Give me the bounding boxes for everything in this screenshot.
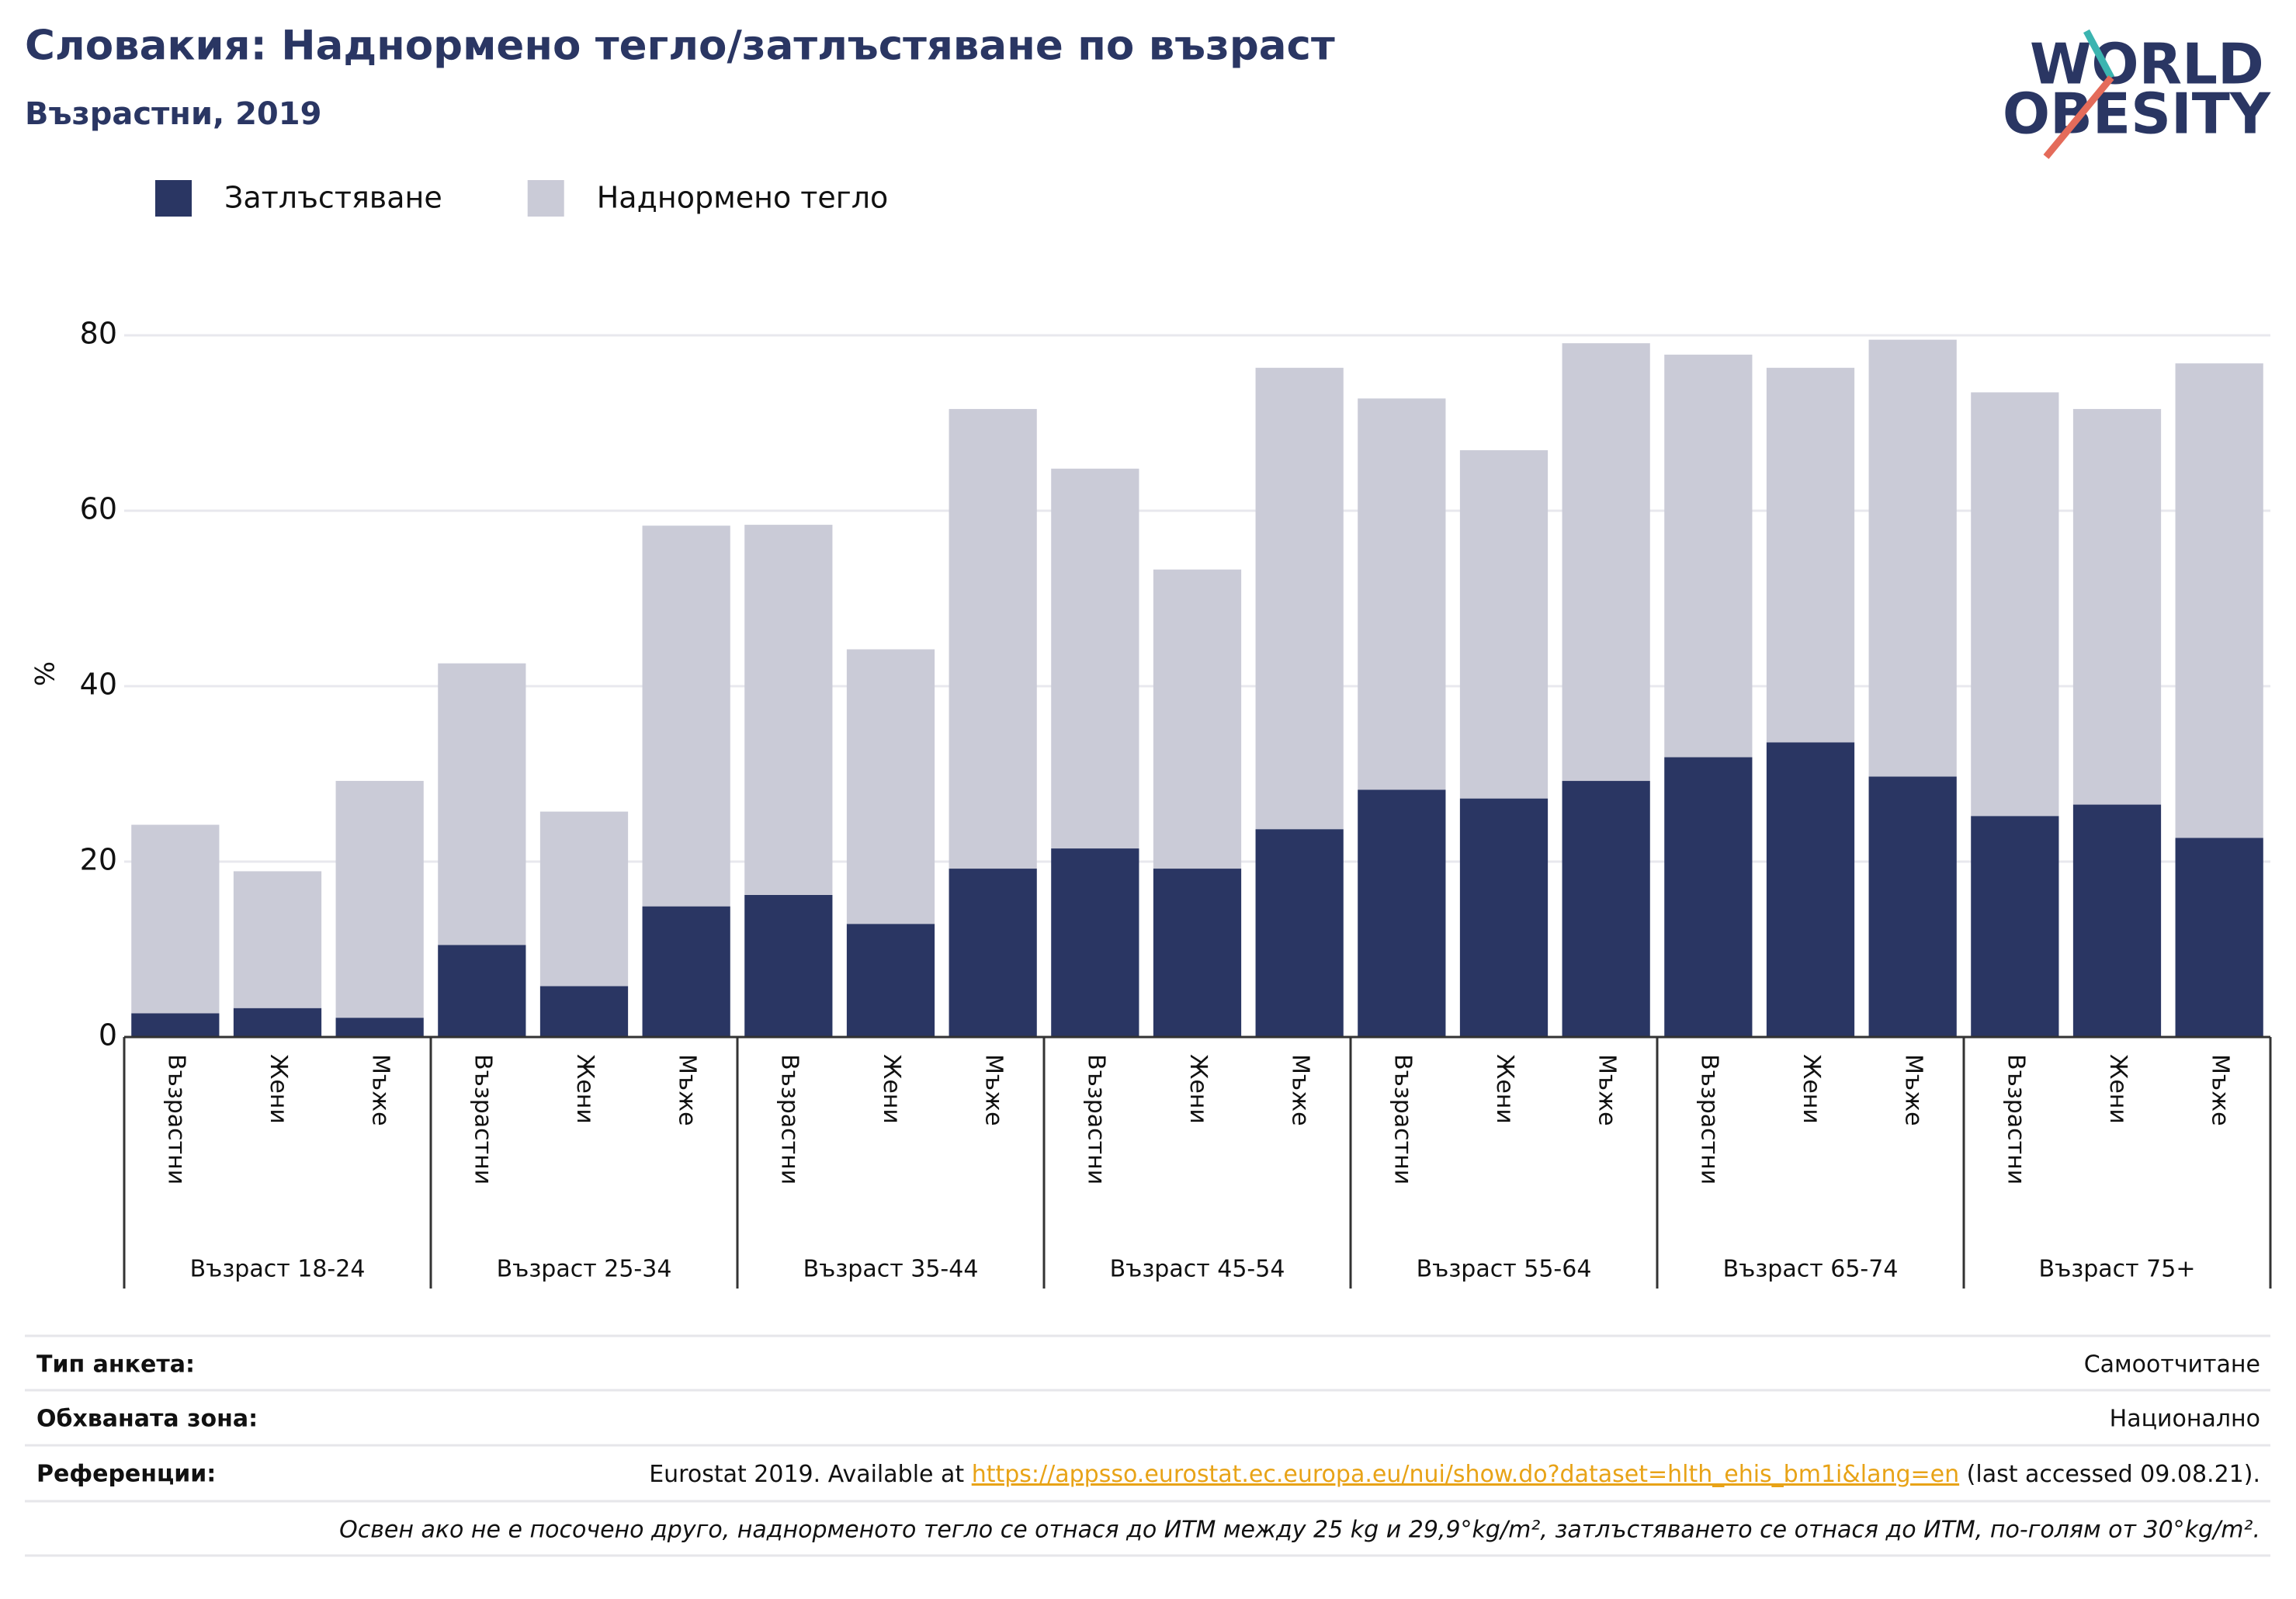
x-tick-label: Мъже <box>2207 1054 2234 1126</box>
x-tick-label: Мъже <box>1594 1054 1621 1126</box>
x-tick-label: Жени <box>1798 1054 1825 1124</box>
x-tick-label: Възрастни <box>1389 1054 1416 1185</box>
bar-segment <box>1153 569 1242 869</box>
chart-subtitle: Възрастни, 2019 <box>25 96 321 132</box>
x-tick-label: Мъже <box>980 1054 1008 1126</box>
bar-segment <box>1051 468 1139 849</box>
x-tick-label: Мъже <box>1287 1054 1314 1126</box>
y-axis-label: % <box>30 661 61 686</box>
x-tick-label: Мъже <box>674 1054 701 1126</box>
x-tick-label: Жени <box>265 1054 292 1124</box>
bar-segment <box>1562 781 1650 1037</box>
y-tick-label: 40 <box>80 668 117 702</box>
bar-segment <box>539 811 629 987</box>
footer-label: Обхваната зона: <box>36 1406 258 1433</box>
bar-segment <box>642 525 730 907</box>
bar-segment <box>2072 804 2162 1037</box>
bar-segment <box>131 1013 220 1037</box>
bar-segment <box>1664 354 1753 758</box>
legend-swatch <box>155 180 192 217</box>
x-tick-label: Мъже <box>1900 1054 1927 1126</box>
group-label: Възраст 75+ <box>2039 1256 2196 1283</box>
bar-segment <box>335 1018 424 1037</box>
bar-segment <box>1051 848 1139 1037</box>
x-tick-label: Жени <box>1491 1054 1518 1124</box>
group-label: Възраст 35-44 <box>803 1256 979 1283</box>
chart-title: Словакия: Наднормено тегло/затлъстяване … <box>25 23 1335 70</box>
logo-text: OBESITY <box>2003 82 2271 147</box>
bar-segment <box>846 924 935 1037</box>
footer-rules <box>25 1334 2270 1557</box>
bar-segment <box>233 871 322 1008</box>
bar-segment <box>131 824 220 1014</box>
bar-segment <box>2175 838 2263 1037</box>
y-tick-label: 0 <box>99 1018 117 1053</box>
group-label: Възраст 55-64 <box>1417 1256 1592 1283</box>
group-label: Възраст 25-34 <box>497 1256 672 1283</box>
footer-label: Референции: <box>36 1461 216 1488</box>
bar-segment <box>1868 339 1957 777</box>
bar-segment <box>1971 392 2059 817</box>
x-tick-label: Възрастни <box>469 1054 496 1185</box>
legend-label: Наднормено тегло <box>597 181 889 215</box>
x-tick-label: Жени <box>571 1054 598 1124</box>
y-tick-label: 80 <box>80 317 117 351</box>
bar-segment <box>438 945 526 1037</box>
bar-segment <box>1971 816 2059 1037</box>
bar-segment <box>846 649 935 924</box>
x-tick-label: Мъже <box>367 1054 394 1126</box>
reference-text: Eurostat 2019. Available at <box>649 1461 972 1488</box>
bar-segment <box>1664 757 1753 1037</box>
bar-segment <box>1766 367 1855 743</box>
footer-value: Национално <box>2110 1406 2260 1433</box>
x-tick-label: Възрастни <box>2002 1054 2029 1185</box>
bar-segment <box>1358 789 1446 1037</box>
legend-swatch <box>527 180 564 217</box>
legend-label: Затлъстяване <box>224 181 442 215</box>
footer-label: Тип анкета: <box>36 1351 195 1379</box>
reference-text: (last accessed 09.08.21). <box>1959 1461 2260 1488</box>
group-label: Възраст 45-54 <box>1110 1256 1285 1283</box>
x-tick-label: Възрастни <box>1695 1054 1722 1185</box>
bar-segment <box>1255 829 1344 1037</box>
bar-segment <box>1358 398 1446 790</box>
bar-segment <box>1766 742 1855 1037</box>
x-tick-label: Жени <box>878 1054 905 1124</box>
bar-segment <box>438 663 526 945</box>
logo: WORLD OBESITY <box>2003 29 2271 159</box>
bar-segment <box>1255 367 1344 830</box>
logo-stroke <box>2043 75 2114 159</box>
y-tick-label: 60 <box>80 492 117 526</box>
group-label: Възраст 18-24 <box>190 1256 366 1283</box>
bar-segment <box>1153 869 1242 1037</box>
bar-segment <box>642 906 730 1037</box>
x-tick-label: Жени <box>2104 1054 2131 1124</box>
bar-segment <box>1562 343 1650 782</box>
bar-segment <box>1459 798 1549 1037</box>
logo-stroke <box>2083 29 2114 80</box>
x-tick-label: Възрастни <box>1082 1054 1109 1185</box>
bar-segment <box>539 986 629 1037</box>
bar-segment <box>949 869 1037 1037</box>
x-tick-label: Възрастни <box>775 1054 803 1185</box>
logo-text: WORLD <box>2030 32 2264 97</box>
bar-segment <box>1459 450 1549 799</box>
reference: Eurostat 2019. Available at https://apps… <box>649 1461 2260 1488</box>
bar-segment <box>744 525 833 895</box>
bar-segment <box>233 1008 322 1037</box>
x-tick-label: Жени <box>1184 1054 1212 1124</box>
footer-value: Самоотчитане <box>2084 1351 2260 1379</box>
group-label: Възраст 65-74 <box>1723 1256 1899 1283</box>
bar-segment <box>949 408 1037 869</box>
y-tick-label: 20 <box>80 843 117 877</box>
reference-link[interactable]: https://appsso.eurostat.ec.europa.eu/nui… <box>972 1461 1959 1488</box>
bar-segment <box>744 894 833 1037</box>
bar-segment <box>2072 408 2162 805</box>
bar-segment <box>2175 363 2263 838</box>
bar-segment <box>1868 776 1957 1037</box>
footer-note: Освен ако не е посочено друго, наднормен… <box>339 1517 2260 1544</box>
bar-segment <box>335 781 424 1018</box>
x-tick-label: Възрастни <box>162 1054 189 1185</box>
